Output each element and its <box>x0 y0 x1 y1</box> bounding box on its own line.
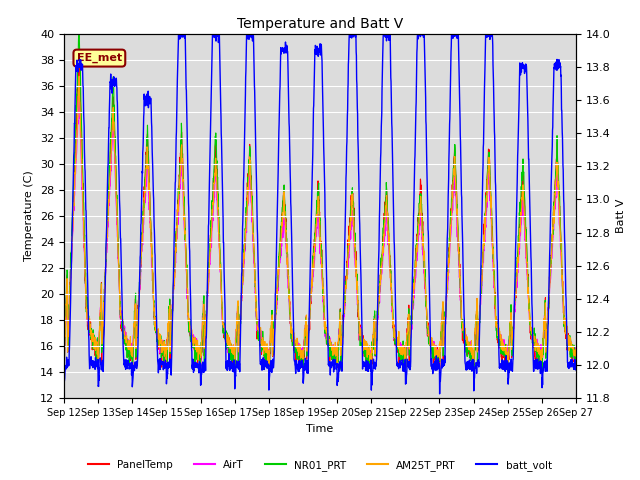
NR01_PRT <box>402 371 410 377</box>
NR01_PRT <box>346 223 354 229</box>
AM25T_PRT <box>335 335 342 340</box>
batt_volt <box>203 297 211 303</box>
NR01_PRT <box>335 347 342 353</box>
batt_volt <box>541 369 549 374</box>
PanelTemp <box>469 357 477 362</box>
Line: AirT: AirT <box>64 96 576 367</box>
NR01_PRT <box>527 332 535 338</box>
AirT <box>469 349 477 355</box>
AM25T_PRT <box>572 348 580 354</box>
AM25T_PRT <box>469 347 477 353</box>
Line: AM25T_PRT: AM25T_PRT <box>64 76 576 366</box>
PanelTemp <box>335 331 342 336</box>
PanelTemp <box>76 50 83 56</box>
PanelTemp <box>572 356 580 362</box>
AM25T_PRT <box>60 357 68 362</box>
Title: Temperature and Batt V: Temperature and Batt V <box>237 17 403 31</box>
batt_volt <box>335 369 342 375</box>
batt_volt <box>469 357 477 362</box>
PanelTemp <box>60 356 68 362</box>
PanelTemp <box>527 329 535 335</box>
AirT <box>75 94 83 99</box>
batt_volt <box>60 379 68 385</box>
NR01_PRT <box>60 364 68 370</box>
AM25T_PRT <box>333 363 341 369</box>
AM25T_PRT <box>203 303 211 309</box>
AirT <box>527 333 535 338</box>
AirT <box>335 334 342 340</box>
Line: batt_volt: batt_volt <box>64 34 576 394</box>
batt_volt <box>572 361 580 367</box>
batt_volt <box>436 391 444 397</box>
AirT <box>346 237 354 242</box>
PanelTemp <box>541 295 549 300</box>
Text: EE_met: EE_met <box>77 53 122 63</box>
batt_volt <box>346 31 354 36</box>
PanelTemp <box>129 371 136 376</box>
AirT <box>541 303 549 309</box>
PanelTemp <box>346 215 354 221</box>
NR01_PRT <box>203 294 211 300</box>
AirT <box>572 355 580 360</box>
NR01_PRT <box>541 307 549 313</box>
Line: PanelTemp: PanelTemp <box>64 53 576 373</box>
AM25T_PRT <box>541 300 549 306</box>
Y-axis label: Batt V: Batt V <box>616 199 626 233</box>
AM25T_PRT <box>346 226 354 232</box>
AM25T_PRT <box>527 328 535 334</box>
PanelTemp <box>204 294 211 300</box>
AirT <box>60 353 68 359</box>
Legend: PanelTemp, AirT, NR01_PRT, AM25T_PRT, batt_volt: PanelTemp, AirT, NR01_PRT, AM25T_PRT, ba… <box>84 456 556 475</box>
NR01_PRT <box>75 31 83 36</box>
AirT <box>265 364 273 370</box>
NR01_PRT <box>572 354 580 360</box>
batt_volt <box>527 260 535 265</box>
Line: NR01_PRT: NR01_PRT <box>64 34 576 374</box>
X-axis label: Time: Time <box>307 424 333 433</box>
AirT <box>203 304 211 310</box>
Y-axis label: Temperature (C): Temperature (C) <box>24 170 35 262</box>
AM25T_PRT <box>76 73 83 79</box>
batt_volt <box>175 31 183 36</box>
NR01_PRT <box>469 356 477 362</box>
